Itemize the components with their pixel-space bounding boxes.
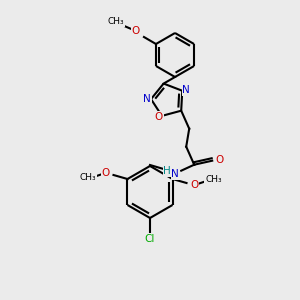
Text: N: N xyxy=(143,94,151,104)
Text: H: H xyxy=(163,166,171,176)
Text: CH₃: CH₃ xyxy=(205,176,222,184)
Text: O: O xyxy=(101,168,110,178)
Text: N: N xyxy=(182,85,190,95)
Text: CH₃: CH₃ xyxy=(108,17,124,26)
Text: O: O xyxy=(132,26,140,36)
Text: CH₃: CH₃ xyxy=(79,173,96,182)
Text: Cl: Cl xyxy=(145,234,155,244)
Text: O: O xyxy=(190,180,199,190)
Text: O: O xyxy=(215,155,223,165)
Text: O: O xyxy=(155,112,163,122)
Text: N: N xyxy=(171,169,179,179)
